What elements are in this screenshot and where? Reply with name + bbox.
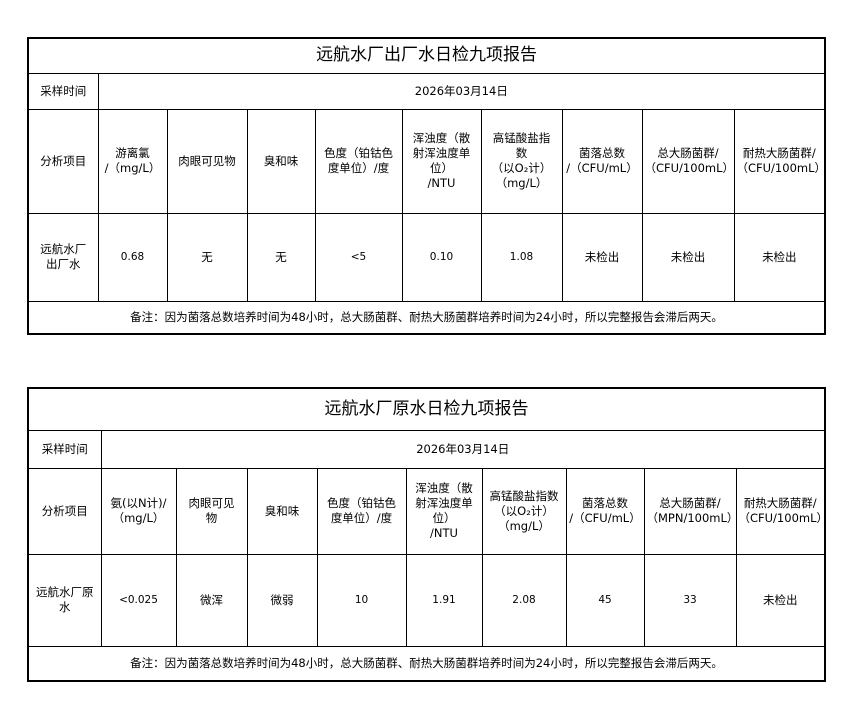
header-cell: 耐热大肠菌群/ （CFU/100mL） — [735, 467, 828, 555]
header-cell: 总大肠菌群/ （CFU/100mL） — [641, 108, 735, 214]
sample-name: 远航水厂 出厂水 — [27, 212, 99, 302]
header-cell: 色度（铂钴色 度单位）/度 — [314, 108, 403, 214]
header-cell: 臭和味 — [246, 108, 316, 214]
finished-water-report-table: 远航水厂出厂水日检九项报告 采样时间 2026年03月14日 分析项目 游离氯 /… — [27, 37, 827, 335]
value-cell: 33 — [643, 553, 737, 647]
value-cell: 未检出 — [641, 212, 735, 302]
value-cell: 0.68 — [97, 212, 168, 302]
sample-date: 2026年03月14日 — [97, 72, 826, 110]
report-title: 远航水厂原水日检九项报告 — [27, 387, 826, 431]
value-cell: 未检出 — [733, 212, 826, 302]
value-cell: 未检出 — [735, 553, 826, 647]
header-cell: 臭和味 — [246, 467, 318, 555]
value-cell: 2.08 — [481, 553, 567, 647]
raw-water-report-table: 远航水厂原水日检九项报告 采样时间 2026年03月14日 分析项目 氨(以N计)… — [27, 387, 828, 682]
header-cell: 色度（铂钴色 度单位）/度 — [316, 467, 407, 555]
header-cell: 肉眼可见 物 — [175, 467, 248, 555]
value-cell: 1.91 — [405, 553, 483, 647]
item-label: 分析项目 — [27, 108, 99, 214]
header-cell: 菌落总数 /（CFU/mL） — [565, 467, 645, 555]
date-label: 采样时间 — [27, 429, 102, 469]
header-cell: 高锰酸盐指 数 （以O₂计） （mg/L） — [480, 108, 563, 214]
sample-name: 远航水厂原 水 — [27, 553, 102, 647]
value-cell: <5 — [314, 212, 403, 302]
value-cell: 未检出 — [561, 212, 643, 302]
header-cell: 氨(以N计)/ （mg/L） — [100, 467, 177, 555]
header-cell: 游离氯 /（mg/L） — [97, 108, 168, 214]
value-cell: 0.10 — [401, 212, 482, 302]
value-cell: 10 — [316, 553, 407, 647]
value-cell: 无 — [246, 212, 316, 302]
header-cell: 菌落总数 /（CFU/mL） — [561, 108, 643, 214]
value-cell: 微弱 — [246, 553, 318, 647]
header-cell: 浑浊度（散 射浑浊度单 位） /NTU — [401, 108, 482, 214]
report-note: 备注：因为菌落总数培养时间为48小时，总大肠菌群、耐热大肠菌群培养时间为24小时… — [27, 300, 826, 335]
header-cell: 高锰酸盐指数 （以O₂计） （mg/L） — [481, 467, 567, 555]
value-cell: 1.08 — [480, 212, 563, 302]
header-cell: 耐热大肠菌群/ （CFU/100mL） — [733, 108, 826, 214]
value-cell: 45 — [565, 553, 645, 647]
report-note: 备注：因为菌落总数培养时间为48小时，总大肠菌群、耐热大肠菌群培养时间为24小时… — [27, 645, 826, 682]
header-cell: 浑浊度（散 射浑浊度单 位） /NTU — [405, 467, 483, 555]
sample-date: 2026年03月14日 — [100, 429, 826, 469]
table-row: 远航水厂 出厂水 0.68 无 无 <5 0.10 1.08 未检出 未检出 未… — [27, 212, 826, 302]
value-cell: 无 — [166, 212, 248, 302]
header-cell: 肉眼可见物 — [166, 108, 248, 214]
header-row: 分析项目 游离氯 /（mg/L） 肉眼可见物 臭和味 色度（铂钴色 度单位）/度… — [27, 108, 826, 214]
header-cell: 总大肠菌群/ （MPN/100mL） — [643, 467, 738, 555]
item-label: 分析项目 — [27, 467, 102, 555]
value-cell: 微浑 — [175, 553, 248, 647]
date-label: 采样时间 — [27, 72, 99, 110]
header-row: 分析项目 氨(以N计)/ （mg/L） 肉眼可见 物 臭和味 色度（铂钴色 度单… — [27, 467, 828, 555]
table-row: 远航水厂原 水 <0.025 微浑 微弱 10 1.91 2.08 45 33 … — [27, 553, 826, 647]
report-title: 远航水厂出厂水日检九项报告 — [27, 37, 826, 74]
value-cell: <0.025 — [100, 553, 177, 647]
